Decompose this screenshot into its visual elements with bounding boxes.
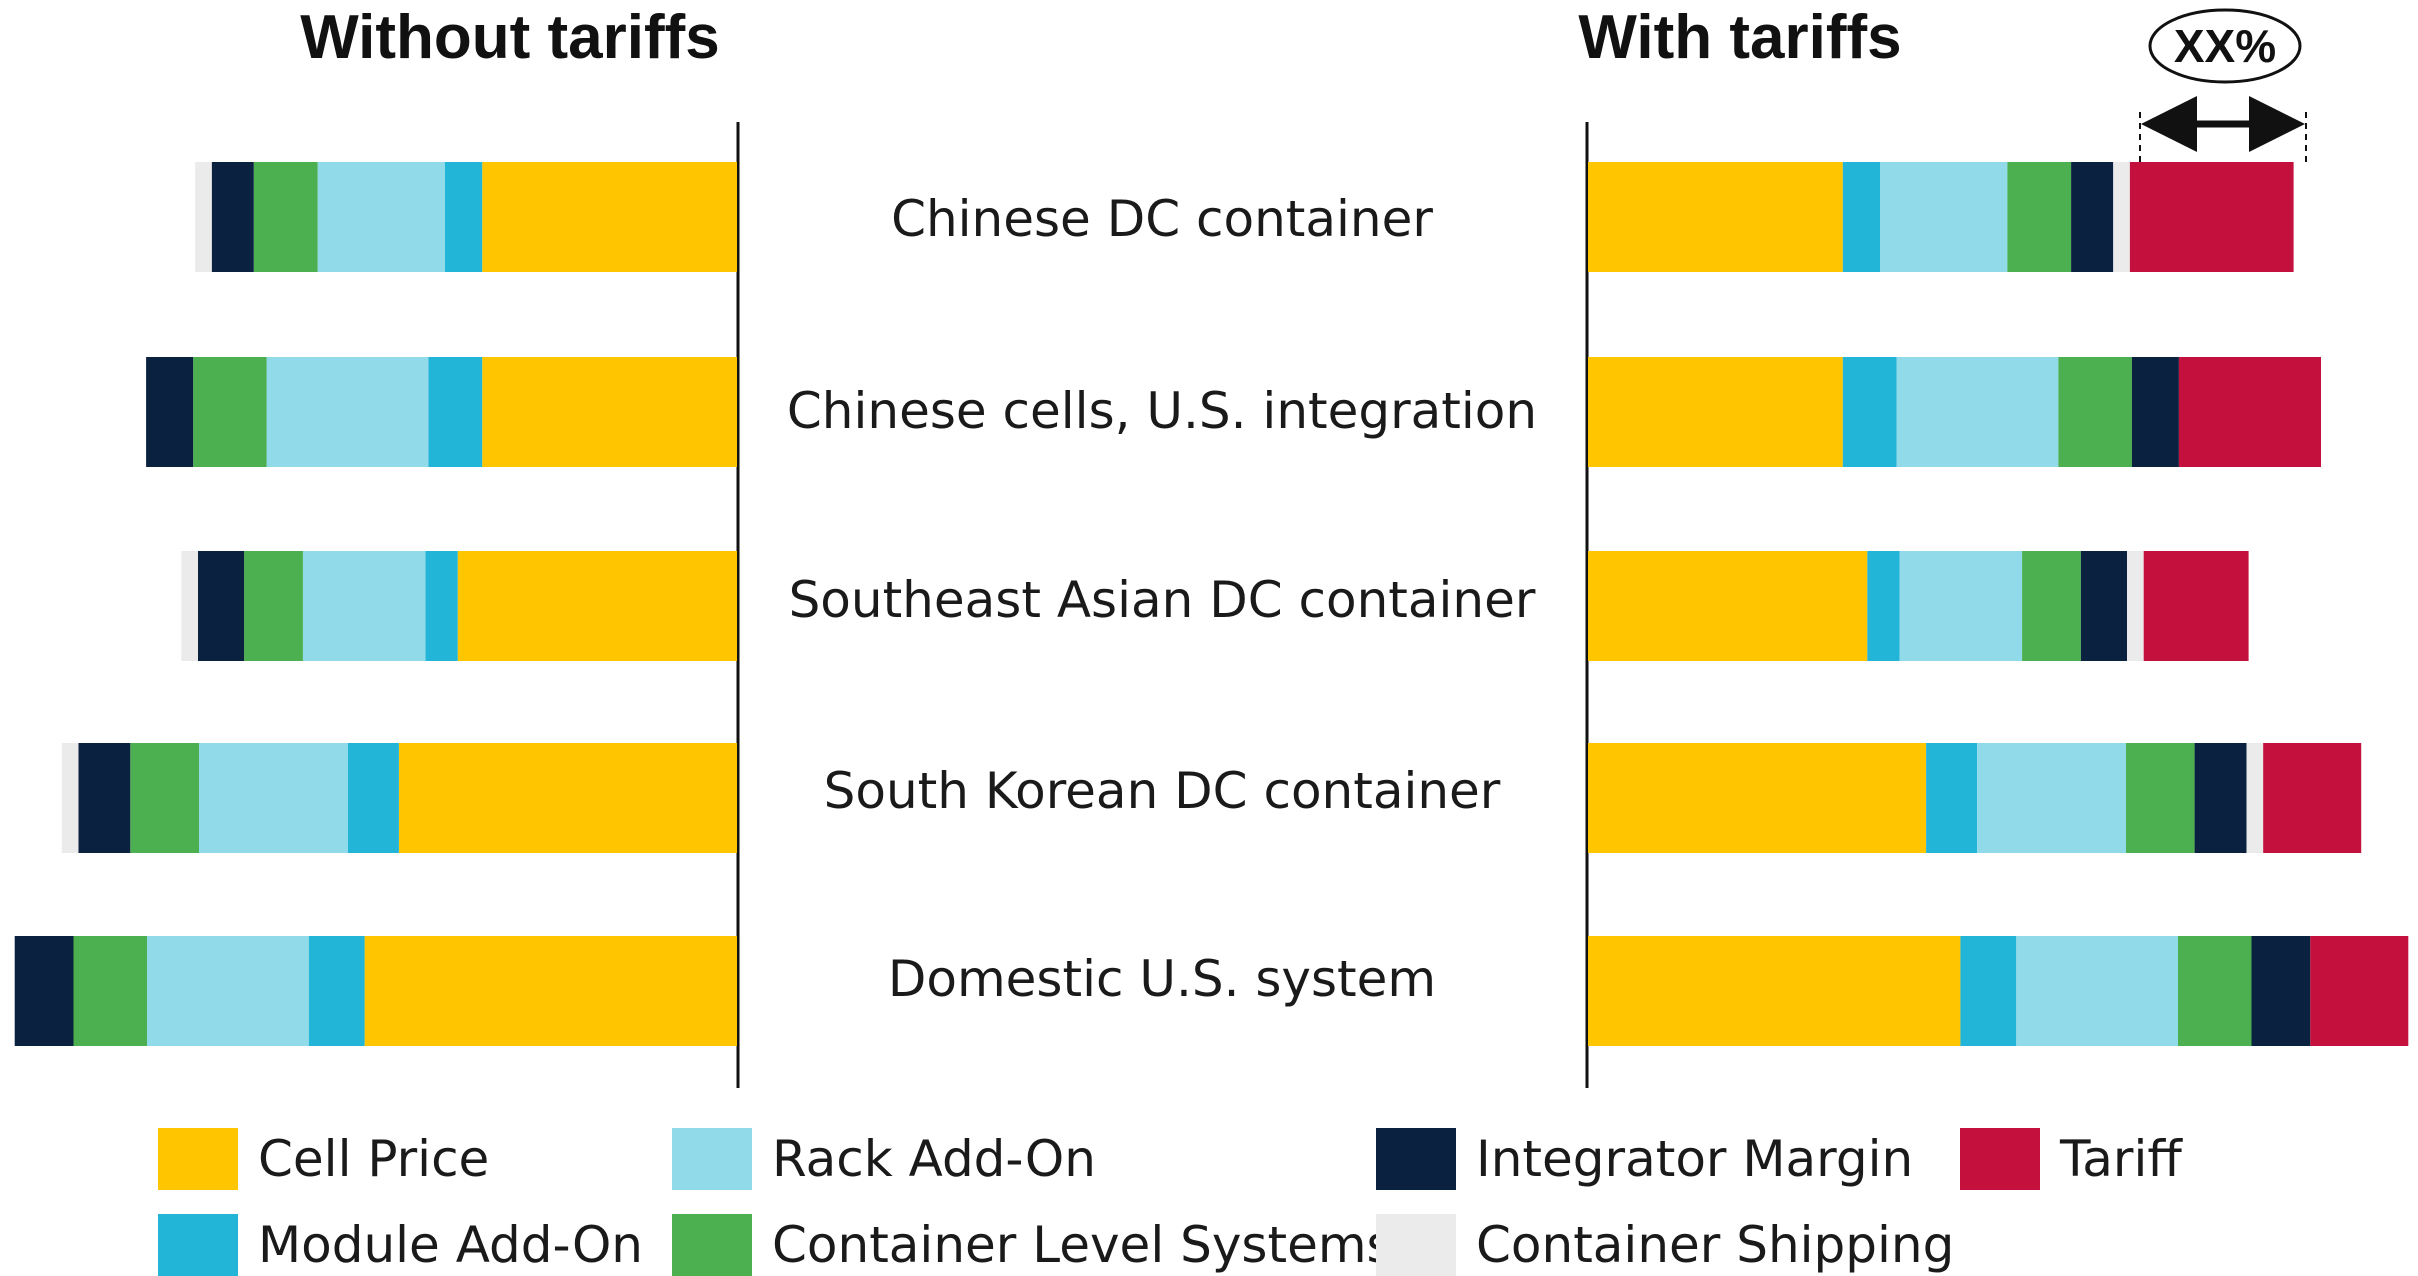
bar-segment-integrator [146, 357, 194, 467]
bar-segment-shipping [2127, 551, 2144, 661]
bar-segment-shipping [181, 551, 198, 661]
bar-segment-tariff [2310, 936, 2409, 1046]
legend-swatch-integrator [1376, 1128, 1456, 1190]
legend-label-container: Container Level Systems [772, 1216, 1393, 1274]
bar-segment-shipping [61, 743, 79, 853]
bar-segment-rack [199, 743, 348, 853]
annotation-badge [2148, 8, 2302, 84]
bars-with-tariffs [1588, 162, 2409, 1046]
legend-label-tariff: Tariff [2059, 1130, 2183, 1188]
bar-segment-module [1842, 357, 1897, 467]
bar-segment-integrator [2131, 357, 2179, 467]
category-label: Southeast Asian DC container [789, 571, 1536, 629]
legend-label-shipping: Container Shipping [1476, 1216, 1954, 1274]
bar-segment-container [73, 936, 147, 1046]
bar-segment-container [193, 357, 267, 467]
legend-label-module: Module Add-On [258, 1216, 643, 1274]
legend-swatch-container [672, 1214, 752, 1276]
bar-segment-tariff [2178, 357, 2321, 467]
category-label: Chinese cells, U.S. integration [787, 382, 1537, 440]
bar-segment-cell [482, 357, 737, 467]
bars-without-tariffs [14, 162, 737, 1046]
bar-segment-container [2126, 743, 2195, 853]
bar-segment-cell [1588, 162, 1843, 272]
bar-segment-container [2058, 357, 2132, 467]
bar-segment-rack [266, 357, 429, 467]
bar-segment-module [425, 551, 458, 661]
bar-segment-tariff [2129, 162, 2294, 272]
bar-segment-module [347, 743, 399, 853]
bar-segment-module [1926, 743, 1978, 853]
bar-segment-rack [1977, 743, 2127, 853]
bar-segment-container [244, 551, 303, 661]
annotation-label: XX% [2174, 20, 2276, 72]
bar-segment-container [130, 743, 199, 853]
bar-segment-module [1867, 551, 1900, 661]
bar-segment-tariff [2143, 551, 2249, 661]
bar-segment-module [428, 357, 483, 467]
bar-segment-container [2007, 162, 2072, 272]
legend: Cell Price Rack Add-On Integrator Margin Ta… [158, 1128, 2183, 1276]
bar-segment-cell [398, 743, 737, 853]
bar-segment-rack [1899, 551, 2023, 661]
legend-label-cell: Cell Price [258, 1130, 489, 1188]
bar-segment-integrator [198, 551, 245, 661]
bar-segment-rack [317, 162, 445, 272]
tariff-annotation: XX% [2139, 8, 2307, 165]
bar-segment-cell [364, 936, 737, 1046]
bar-segment-module [445, 162, 483, 272]
bar-segment-cell [1588, 936, 1961, 1046]
legend-swatch-shipping [1376, 1214, 1456, 1276]
bar-segment-rack [1880, 162, 2008, 272]
bar-segment-container [2022, 551, 2081, 661]
bar-segment-shipping [2113, 162, 2130, 272]
bar-segment-cell [1588, 357, 1843, 467]
bar-segment-integrator [2071, 162, 2114, 272]
bar-segment-module [308, 936, 365, 1046]
panel-title-with-tariffs: With tariffs [1578, 3, 1901, 72]
bar-segment-module [1960, 936, 2017, 1046]
legend-swatch-cell [158, 1128, 238, 1190]
legend-swatch-module [158, 1214, 238, 1276]
bar-segment-rack [1896, 357, 2059, 467]
bar-segment-integrator [2251, 936, 2311, 1046]
category-label: Domestic U.S. system [888, 950, 1436, 1008]
legend-swatch-tariff [1960, 1128, 2040, 1190]
legend-label-rack: Rack Add-On [772, 1130, 1096, 1188]
bar-segment-container [2178, 936, 2252, 1046]
bar-segment-rack [2016, 936, 2178, 1046]
legend-label-integrator: Integrator Margin [1476, 1130, 1913, 1188]
bar-segment-cell [482, 162, 737, 272]
panel-title-without-tariffs: Without tariffs [300, 3, 720, 72]
bar-segment-cell [1588, 551, 1868, 661]
bar-segment-cell [457, 551, 737, 661]
bar-segment-module [1842, 162, 1880, 272]
bar-segment-rack [147, 936, 309, 1046]
bar-segment-cell [1588, 743, 1927, 853]
bar-segment-integrator [211, 162, 254, 272]
bar-segment-tariff [2263, 743, 2362, 853]
category-label: Chinese DC container [891, 190, 1433, 248]
bar-segment-rack [302, 551, 426, 661]
bar-segment-integrator [2194, 743, 2247, 853]
bar-segment-container [253, 162, 318, 272]
category-label: South Korean DC container [824, 762, 1501, 820]
bar-segment-shipping [2246, 743, 2264, 853]
bar-segment-integrator [78, 743, 131, 853]
bar-segment-integrator [14, 936, 74, 1046]
bar-segment-shipping [195, 162, 212, 272]
bar-segment-integrator [2080, 551, 2127, 661]
legend-swatch-rack [672, 1128, 752, 1190]
